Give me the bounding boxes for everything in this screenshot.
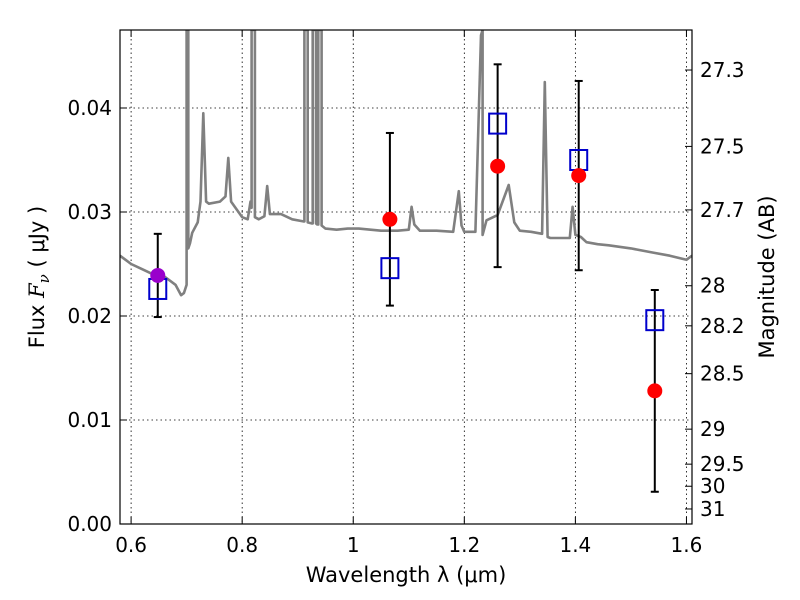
x-tick-label: 1.2 — [448, 533, 480, 557]
model-flux-box — [380, 257, 400, 280]
plot-frame — [119, 29, 693, 525]
x-axis-label: Wavelength λ (μm) — [306, 563, 507, 587]
magnitude-tick-label: 28.5 — [700, 362, 745, 386]
x-tick-label: 1 — [347, 533, 360, 557]
observed-flux-point — [382, 211, 398, 227]
magnitude-tick-label: 29 — [700, 417, 725, 441]
x-tick-label: 1.4 — [559, 533, 591, 557]
x-tick-label: 0.8 — [226, 533, 258, 557]
observed-flux-point — [150, 267, 166, 283]
magnitude-tick-label: 28.2 — [700, 314, 745, 338]
magnitude-tick-label: 30 — [700, 474, 725, 498]
model-flux-boxes — [148, 112, 665, 332]
observed-flux-point — [571, 168, 587, 184]
observed-flux-points — [150, 158, 663, 399]
x-axis-ticks: 0.6 0.8 1 1.2 1.4 1.6 — [115, 30, 702, 557]
magnitude-tick-label: 29.5 — [700, 452, 745, 476]
y-axis-label: Flux Fν ( μJy ) — [25, 206, 53, 348]
magnitude-tick-label: 27.5 — [700, 134, 745, 158]
magnitude-tick-label: 28 — [700, 274, 725, 298]
magnitude-tick-label: 31 — [700, 497, 725, 521]
y-tick-label: 0.01 — [67, 408, 112, 432]
x-tick-label: 0.6 — [115, 533, 147, 557]
model-spectrum-line — [120, 30, 692, 297]
magnitude-tick-label: 27.7 — [700, 198, 745, 222]
observed-flux-point — [647, 383, 663, 399]
y-axis-ticks: 0.00 0.01 0.02 0.03 0.04 — [67, 96, 127, 536]
y-tick-label: 0.03 — [67, 200, 112, 224]
y-tick-label: 0.04 — [67, 96, 112, 120]
magnitude-tick-label: 27.3 — [700, 58, 745, 82]
magnitude-axis-label: Magnitude (AB) — [755, 195, 779, 358]
observed-flux-point — [490, 158, 506, 174]
y-tick-label: 0.02 — [67, 304, 112, 328]
x-tick-label: 1.6 — [671, 533, 703, 557]
model-flux-box — [645, 309, 665, 332]
plot-area — [120, 30, 692, 493]
model-flux-box — [488, 112, 508, 135]
y-tick-label: 0.00 — [67, 512, 112, 536]
